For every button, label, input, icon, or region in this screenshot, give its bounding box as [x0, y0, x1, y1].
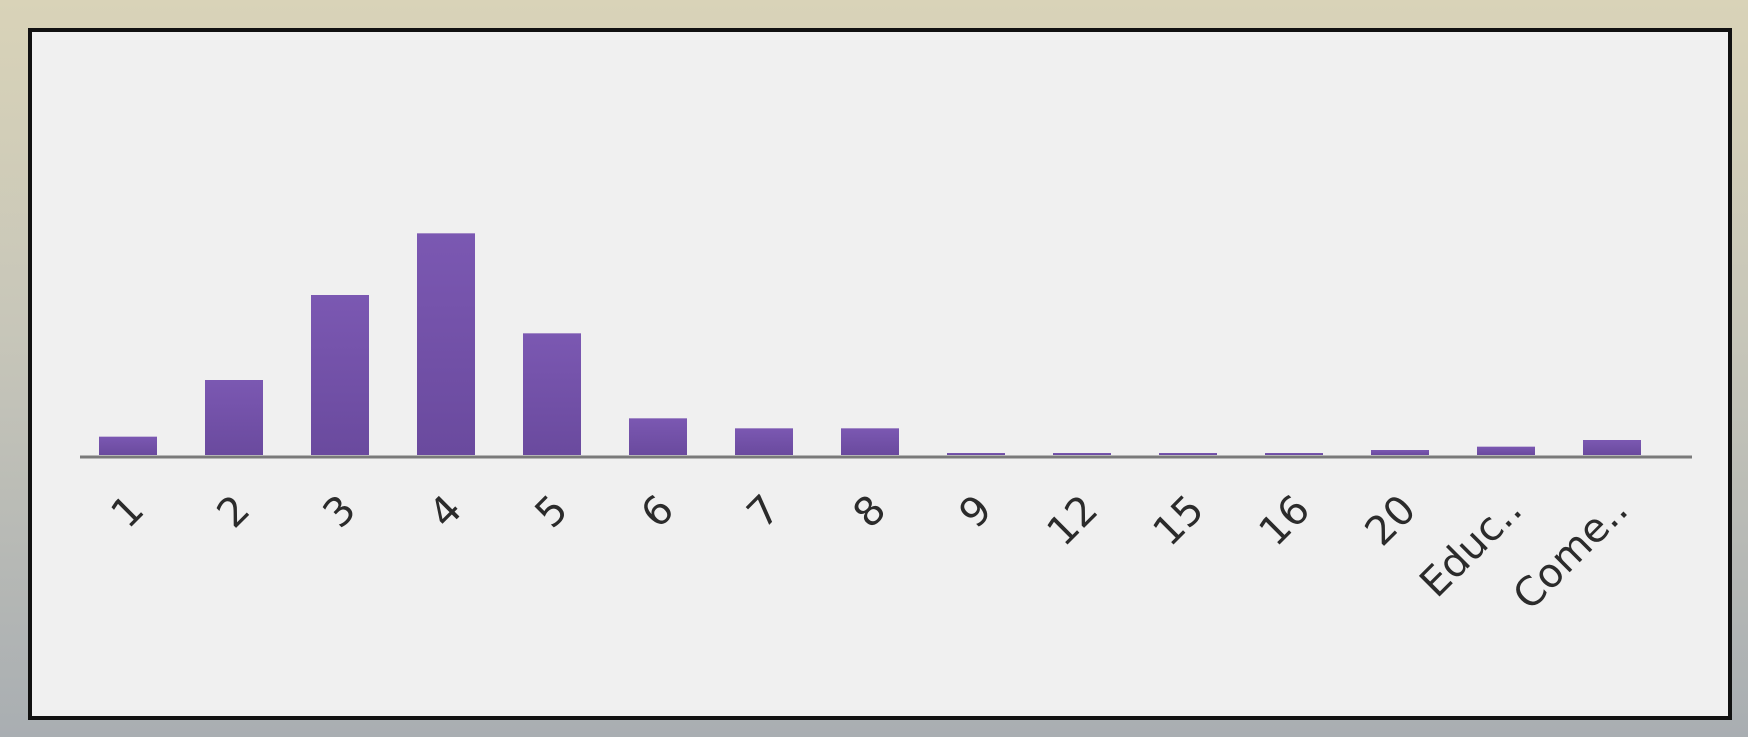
bar-6: [629, 418, 687, 455]
bar-20: [1371, 450, 1429, 455]
chart-frame: 1 2 3 4 5 6 7 8 9 12 15 16 20 Educ.. Come..: [28, 28, 1732, 720]
bar-5: [523, 333, 581, 455]
x-tick-label: 6: [633, 487, 684, 538]
bar-16: [1265, 453, 1323, 455]
bar-4: [417, 233, 475, 455]
x-tick-label: Come..: [1505, 487, 1638, 620]
x-tick-label: 5: [527, 487, 578, 538]
x-tick-label: 9: [951, 487, 1002, 538]
x-tick-label: 7: [739, 487, 790, 538]
x-tick-label: 1: [103, 487, 154, 538]
bar-come: [1583, 440, 1641, 455]
bar-8: [841, 428, 899, 455]
x-tick-label: 16: [1251, 487, 1320, 556]
bar-3: [311, 295, 369, 455]
bar-9: [947, 453, 1005, 455]
bar-1: [99, 436, 157, 455]
bar-educ: [1477, 446, 1535, 455]
x-tick-label: 15: [1145, 487, 1214, 556]
x-tick-label: 2: [209, 487, 260, 538]
bar-15: [1159, 453, 1217, 455]
x-tick-label: 12: [1039, 487, 1108, 556]
x-tick-label: 3: [315, 487, 366, 538]
x-tick-label: 20: [1357, 487, 1426, 556]
x-tick-label: 4: [421, 487, 472, 538]
bars: [99, 233, 1641, 455]
x-tick-label: 8: [845, 487, 896, 538]
bar-12: [1053, 453, 1111, 455]
bar-7: [735, 428, 793, 455]
bar-2: [205, 380, 263, 455]
